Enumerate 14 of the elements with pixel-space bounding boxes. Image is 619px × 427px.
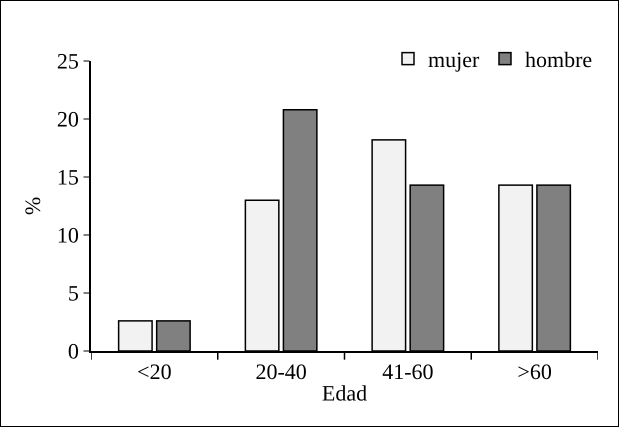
y-tick-label: 0 [68,338,79,364]
y-tick-label: 25 [56,48,79,74]
x-tick-label: <20 [137,359,172,384]
legend-label: mujer [428,47,480,72]
x-tick-label: >60 [517,359,552,384]
x-axis-title: Edad [322,380,368,406]
y-tick-label: 15 [56,164,79,190]
legend-label: hombre [524,47,592,72]
y-axis-title: % [20,196,46,216]
x-tick-label: 41-60 [382,359,434,384]
x-tick-label: 20-40 [255,359,307,384]
y-tick-label: 20 [56,106,79,132]
y-tick-label: 10 [56,222,79,248]
y-tick-label: 5 [68,280,79,306]
